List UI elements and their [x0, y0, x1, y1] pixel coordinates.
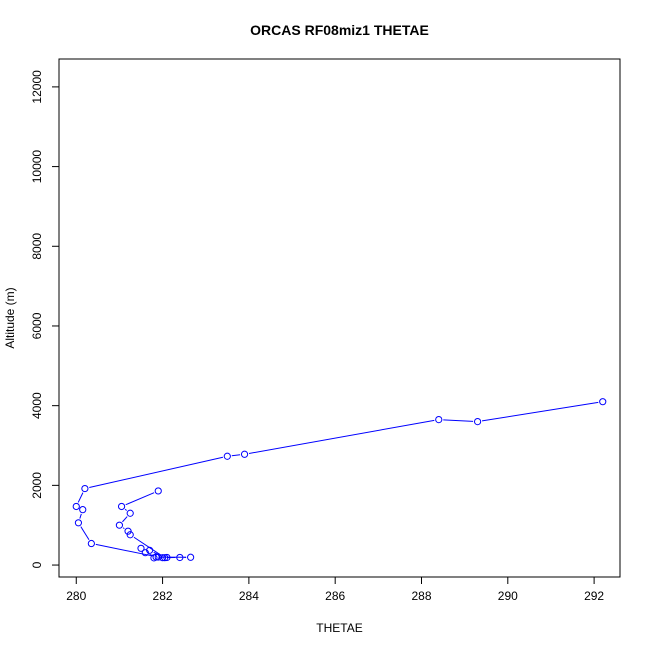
data-point [126, 509, 134, 517]
data-point [240, 450, 249, 458]
x-tick-label: 280 [66, 589, 86, 603]
data-point [87, 539, 95, 548]
series-layer [72, 398, 607, 562]
x-tick-label: 284 [239, 589, 259, 603]
data-point [154, 487, 162, 495]
series-segment [95, 543, 154, 557]
data-point [152, 553, 160, 561]
data-point [163, 553, 171, 562]
x-tick-label: 288 [411, 589, 431, 603]
y-axis: 0 2000 4000 6000 8000 10000 12000 [30, 70, 60, 568]
y-axis-label: Altitude (m) [3, 287, 17, 348]
data-point [115, 521, 124, 529]
y-tick-label: 8000 [30, 233, 44, 260]
series-segment [89, 456, 224, 489]
y-tick-label: 10000 [30, 150, 44, 184]
series [72, 398, 607, 562]
data-point [81, 484, 89, 493]
plot-frame [58, 58, 621, 578]
data-point [124, 527, 132, 535]
x-axis: 280 282 284 286 288 290 292 [66, 576, 604, 603]
series-segment [122, 516, 128, 523]
data-point [187, 553, 195, 561]
series-segment [124, 508, 127, 511]
data-point [435, 416, 443, 424]
data-point [473, 418, 482, 426]
series-segment [125, 492, 155, 506]
data-point [72, 502, 80, 511]
data-point [117, 502, 126, 511]
series-segment [231, 454, 241, 457]
x-axis-label: THETAE [316, 621, 362, 635]
data-point [137, 544, 145, 552]
x-tick-label: 292 [584, 589, 604, 603]
chart-title: ORCAS RF08miz1 THETAE [250, 22, 429, 38]
data-point [161, 554, 169, 562]
y-tick-label: 2000 [30, 472, 44, 499]
data-point [126, 531, 134, 539]
x-tick-label: 286 [325, 589, 345, 603]
series-segment [80, 526, 90, 540]
x-tick-label: 290 [498, 589, 518, 603]
series-segment [77, 492, 84, 503]
data-point [146, 546, 154, 554]
data-point [141, 549, 149, 557]
series-segment [122, 527, 125, 530]
x-tick-label: 282 [153, 589, 173, 603]
data-point [176, 553, 184, 562]
data-point [79, 506, 87, 514]
series-segment [481, 401, 599, 422]
data-point [599, 398, 607, 406]
series-segment [248, 419, 435, 454]
y-tick-label: 12000 [30, 70, 44, 104]
series-segment [443, 419, 474, 422]
y-tick-label: 4000 [30, 392, 44, 419]
y-tick-label: 0 [30, 561, 44, 568]
series-segment [133, 536, 162, 556]
data-point [74, 519, 83, 527]
series-segment [79, 513, 82, 519]
y-tick-label: 6000 [30, 312, 44, 339]
data-point [223, 452, 231, 460]
